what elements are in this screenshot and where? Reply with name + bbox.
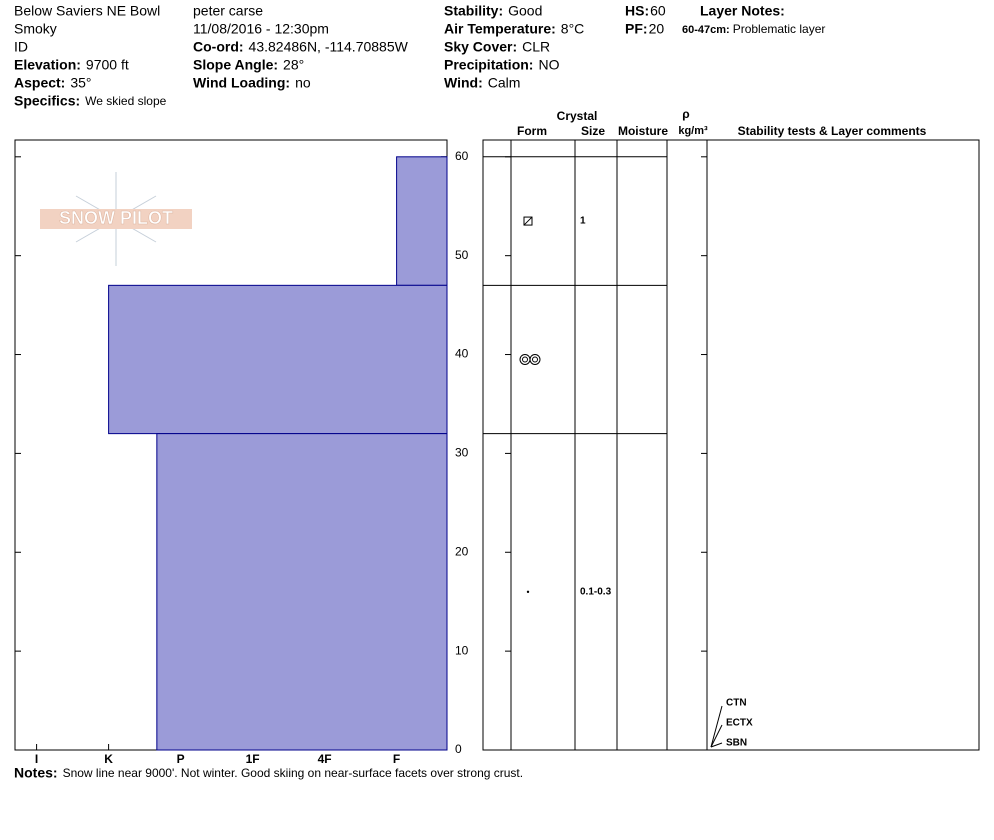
logo: SNOW PILOT <box>40 172 192 266</box>
grain-size: 1 <box>580 216 586 227</box>
x-tick-label: K <box>104 752 113 766</box>
field-value: 8°C <box>561 21 585 37</box>
field-value: 11/08/2016 - 12:30pm <box>193 21 329 37</box>
grain-size: 0.1-0.3 <box>580 586 612 597</box>
field-label: PF: <box>625 21 648 37</box>
field-value: 20 <box>649 21 665 37</box>
field-value: no <box>295 75 311 91</box>
field-value: Smoky <box>14 21 57 37</box>
test-arrows <box>710 705 723 748</box>
col-header: Size <box>581 124 605 138</box>
y-tick-label: 40 <box>455 347 469 361</box>
form-symbol <box>529 353 541 365</box>
field-label: Slope Angle: <box>193 57 278 73</box>
col-header: Form <box>517 124 547 138</box>
field-value: Good <box>508 3 542 19</box>
field-label: Wind: <box>444 75 483 91</box>
col-header: Crystal <box>557 109 598 123</box>
field-value: CLR <box>522 39 550 55</box>
field-value: We skied slope <box>85 94 166 108</box>
logo-band <box>40 209 192 229</box>
x-tick-label: P <box>177 752 185 766</box>
y-tick-label: 60 <box>455 149 469 163</box>
field-value: Calm <box>488 75 521 91</box>
y-tick-label: 30 <box>455 446 469 460</box>
field-label: Air Temperature: <box>444 21 556 37</box>
field-value: NO <box>538 57 559 73</box>
form-symbol <box>522 356 528 363</box>
x-tick-label: 4F <box>318 752 332 766</box>
layer-note-label: 60-47cm: <box>682 24 730 36</box>
field-value: peter carse <box>193 3 263 19</box>
notes-label: Notes: <box>14 765 58 781</box>
field-value: 43.82486N, -114.70885W <box>249 39 409 55</box>
form-symbol <box>526 590 530 594</box>
y-tick-label: 50 <box>455 248 469 262</box>
layer-notes-label: Layer Notes: <box>700 3 785 19</box>
form-symbol <box>523 216 533 226</box>
layer-note-value: Problematic layer <box>733 22 826 36</box>
table-frame <box>482 139 980 751</box>
field-label: Elevation: <box>14 57 81 73</box>
field-value: Below Saviers NE Bowl <box>14 3 160 19</box>
x-tick-label: I <box>35 752 38 766</box>
field-value: 35° <box>70 75 91 91</box>
y-tick-label: 0 <box>455 742 462 756</box>
field-label: Aspect: <box>14 75 65 91</box>
field-value: 9700 ft <box>86 57 129 73</box>
field-value: ID <box>14 39 28 55</box>
stability-test: ECTX <box>726 718 753 729</box>
hardness-layer <box>108 284 448 435</box>
x-tick-label: 1F <box>246 752 260 766</box>
col-header: Moisture <box>618 124 668 138</box>
field-value: 60 <box>650 3 666 19</box>
field-label: Specifics: <box>14 93 80 109</box>
form-symbol <box>523 216 533 226</box>
logo-text: SNOW PILOT <box>59 208 173 228</box>
y-tick-label: 20 <box>455 544 469 558</box>
field-label: HS: <box>625 3 649 19</box>
form-symbol <box>519 353 531 365</box>
col-header: Stability tests & Layer comments <box>738 124 927 138</box>
field-label: Wind Loading: <box>193 75 290 91</box>
field-label: Sky Cover: <box>444 39 517 55</box>
x-tick-label: F <box>393 752 400 766</box>
field-label: Precipitation: <box>444 57 533 73</box>
form-symbol <box>532 356 538 363</box>
field-label: Co-ord: <box>193 39 244 55</box>
stability-test: CTN <box>726 698 747 709</box>
col-header: ρ <box>682 107 689 121</box>
y-tick-label: 10 <box>455 643 469 657</box>
field-label: Stability: <box>444 3 503 19</box>
hardness-layer <box>396 156 448 286</box>
stability-test: SBN <box>726 738 747 749</box>
field-value: 28° <box>283 57 304 73</box>
col-header: kg/m³ <box>678 125 708 137</box>
notes-value: Snow line near 9000'. Not winter. Good s… <box>63 766 524 780</box>
hardness-layer <box>156 433 448 751</box>
